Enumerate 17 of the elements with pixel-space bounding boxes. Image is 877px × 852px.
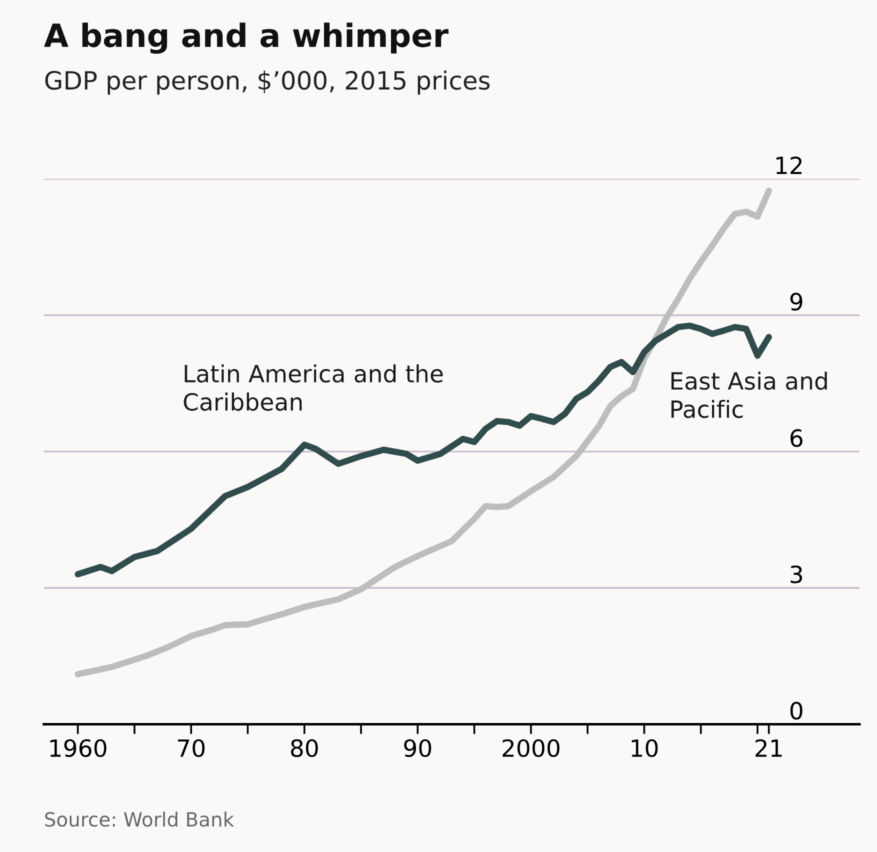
x-tick-label: 80	[290, 739, 318, 758]
y-tick-label: 9	[790, 292, 802, 311]
x-tick-label: 21	[756, 739, 782, 757]
y-tick-label: 6	[790, 429, 802, 447]
x-tick-label: 10	[632, 739, 658, 758]
x-tick-label: 90	[404, 739, 432, 758]
y-tick-label: 0	[790, 702, 802, 720]
series-label: East Asia and Pacific	[671, 372, 827, 418]
x-tick-label: 1960	[50, 739, 106, 758]
y-tick-label: 12	[776, 156, 802, 174]
chart-subtitle: GDP per person, $’000, 2015 prices	[45, 70, 490, 95]
source-note: Source: World Bank	[45, 812, 234, 827]
y-tick-label: 3	[790, 565, 802, 584]
x-tick-label: 2000	[502, 739, 560, 758]
chart-title: A bang and a whimper	[44, 22, 448, 54]
series-label: Latin America and the Caribbean	[184, 364, 443, 411]
x-tick-label: 70	[178, 739, 205, 758]
